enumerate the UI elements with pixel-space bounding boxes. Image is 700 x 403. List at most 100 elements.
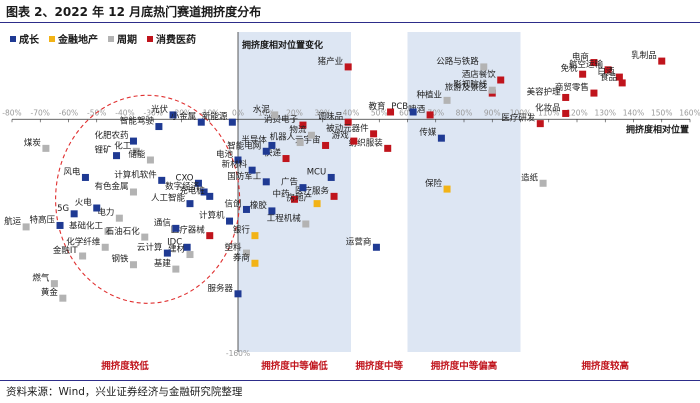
- point-label: 物流: [289, 124, 307, 135]
- point-label: 造纸: [521, 172, 539, 183]
- data-point: [228, 118, 236, 126]
- zone-label-1: 拥挤度中等偏低: [261, 360, 328, 372]
- data-point: [194, 179, 202, 187]
- data-point: [226, 217, 234, 225]
- point-label: 纺织服装: [349, 137, 384, 148]
- point-label: 锂矿: [95, 145, 113, 156]
- data-point: [104, 227, 112, 235]
- point-label: 金融IT: [53, 245, 79, 256]
- zone-label-3: 拥挤度中等偏高: [431, 360, 498, 372]
- x-tick-label: 20%: [286, 108, 303, 117]
- data-point: [268, 141, 276, 149]
- point-label: PCB: [391, 102, 408, 112]
- x-tick-label: 130%: [595, 108, 616, 117]
- x-tick-label: 0%: [232, 108, 244, 117]
- point-label: 化工: [114, 140, 132, 151]
- data-point: [50, 280, 58, 288]
- data-point: [384, 144, 392, 152]
- y-axis-title: 拥挤度相对位置变化: [242, 39, 323, 51]
- point-label: 被动元器件: [326, 123, 369, 134]
- data-point: [169, 111, 177, 119]
- data-point: [579, 70, 587, 78]
- x-tick-label: 60%: [399, 108, 416, 117]
- data-point: [658, 57, 666, 65]
- data-point: [497, 76, 505, 84]
- data-point: [443, 96, 451, 104]
- zone-label-2: 拥挤度中等: [355, 360, 403, 372]
- point-label: IDC: [167, 237, 182, 247]
- data-point: [146, 156, 154, 164]
- data-point: [115, 214, 123, 222]
- data-point: [344, 63, 352, 71]
- point-label: 储能: [128, 149, 146, 160]
- data-point: [291, 195, 298, 203]
- point-label: 商贸零售: [555, 82, 589, 93]
- legend-label-finance: 金融地产: [58, 35, 98, 46]
- figure-title: 图表 2、2022 年 12 月底热门赛道拥挤度分布: [6, 5, 262, 19]
- data-point: [234, 156, 242, 164]
- data-point: [129, 261, 137, 269]
- data-point: [372, 243, 380, 251]
- point-label: 旅游及景区: [445, 82, 488, 93]
- point-label: 乳制品: [631, 50, 657, 61]
- point-label: 特高压: [30, 214, 56, 225]
- point-label: 啤酒: [408, 104, 426, 115]
- x-tick-label: 160%: [679, 108, 700, 117]
- legend-item-finance: 金融地产: [49, 31, 98, 46]
- data-point: [22, 223, 30, 231]
- data-point: [426, 111, 434, 119]
- point-label: 酒店餐饮: [462, 69, 497, 80]
- x-tick-label: 120%: [566, 108, 587, 117]
- data-point: [183, 243, 191, 251]
- point-label: 化肥农药: [94, 130, 128, 141]
- data-point: [387, 108, 395, 116]
- data-point: [93, 204, 101, 212]
- data-point: [615, 73, 623, 81]
- point-label: 食品: [600, 72, 617, 83]
- point-label: 调味品: [318, 111, 344, 122]
- point-label: 房地产: [287, 193, 313, 204]
- point-label: 电池: [216, 149, 234, 160]
- point-label: 智能驾驶: [120, 116, 155, 127]
- data-point: [59, 294, 67, 302]
- point-label: 医疗服务: [295, 185, 330, 196]
- data-point: [536, 120, 544, 128]
- data-point: [539, 179, 547, 187]
- point-label: 快递: [264, 148, 282, 159]
- point-label: 传媒: [419, 127, 437, 138]
- scatter-chart: -80% -70% -60% -50% -40% -30% -20% -10% 0% 10% 20%…: [2, 32, 700, 372]
- point-label: 燃气: [32, 273, 50, 284]
- data-point: [186, 200, 194, 208]
- x-tick-label: 40%: [343, 108, 360, 117]
- data-point: [299, 121, 307, 129]
- point-label: 小金属: [171, 111, 197, 122]
- data-point: [172, 265, 180, 273]
- point-label: 半导体: [241, 134, 267, 145]
- legend-label-growth: 成长: [19, 35, 39, 46]
- x-tick-label: -80%: [2, 108, 21, 117]
- x-tick-label: 70%: [427, 108, 444, 117]
- point-label: 通信: [154, 217, 172, 228]
- point-label: 数字经济: [165, 181, 200, 192]
- x-tick-label: -10%: [200, 108, 219, 117]
- data-point: [163, 249, 171, 257]
- data-point: [248, 166, 256, 174]
- point-label: 服务器: [207, 283, 233, 294]
- data-point: [330, 192, 338, 200]
- point-label: 航空运输: [569, 59, 604, 70]
- point-label: 国防军工: [227, 171, 262, 182]
- data-point: [562, 93, 570, 101]
- data-point: [480, 63, 488, 71]
- data-point: [101, 243, 109, 251]
- x-tick-label: 30%: [314, 108, 331, 117]
- title-rule: [0, 22, 700, 23]
- data-point: [242, 249, 250, 257]
- data-point: [590, 89, 598, 97]
- data-point: [302, 220, 310, 228]
- point-label: 黄金: [41, 287, 59, 298]
- point-label: 保险: [425, 178, 443, 189]
- legend-swatch-consumer: [147, 35, 153, 42]
- source-rule: [0, 380, 700, 381]
- point-label: 充电桩: [179, 185, 205, 196]
- point-label: 化妆品: [535, 102, 561, 113]
